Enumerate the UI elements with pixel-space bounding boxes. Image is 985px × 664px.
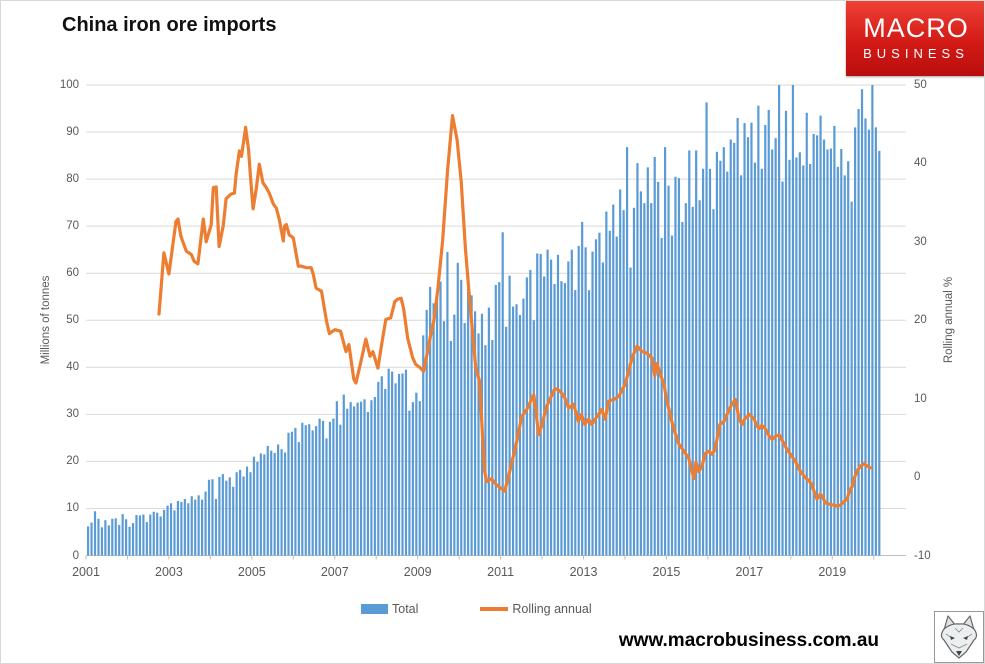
line-rolling-annual	[157, 113, 873, 508]
left-tick-60: 60	[66, 267, 79, 280]
x-tick-2007: 2007	[320, 565, 349, 579]
left-tick-20: 20	[66, 455, 79, 468]
right-tick--10: -10	[914, 549, 931, 562]
logo-word-macro: MACRO	[863, 13, 969, 43]
chart-title: China iron ore imports	[62, 14, 277, 36]
x-tick-2003: 2003	[155, 565, 183, 579]
legend-label-total: Total	[392, 602, 419, 616]
right-tick-10: 10	[914, 392, 927, 405]
x-tick-2019: 2019	[818, 565, 847, 579]
total-swatch-icon	[361, 604, 388, 614]
legend-item-rolling-annual: Rolling annual	[480, 602, 592, 616]
left-tick-40: 40	[66, 361, 79, 374]
rolling-annual-swatch-icon	[480, 607, 509, 611]
left-tick-50: 50	[66, 314, 79, 327]
legend-label-rolling-annual: Rolling annual	[512, 602, 592, 616]
left-tick-10: 10	[66, 502, 79, 515]
left-tick-100: 100	[59, 79, 79, 91]
macrobusiness-logo: MACRO BUSINESS	[846, 1, 984, 76]
x-tick-2011: 2011	[487, 565, 515, 579]
right-tick-20: 20	[914, 314, 927, 327]
left-tick-30: 30	[66, 408, 79, 421]
x-tick-2005: 2005	[237, 565, 266, 579]
website-url: www.macrobusiness.com.au	[618, 630, 879, 651]
legend-item-total: Total	[361, 602, 418, 616]
x-tick-2015: 2015	[652, 565, 681, 579]
fox-head-sketch	[940, 615, 978, 659]
x-tick-2013: 2013	[569, 565, 598, 579]
fox-icon	[934, 611, 984, 663]
left-tick-0: 0	[72, 549, 79, 562]
right-tick-50: 50	[914, 79, 927, 91]
right-tick-30: 30	[914, 235, 927, 248]
legend: Total Rolling annual	[361, 602, 592, 616]
left-tick-80: 80	[66, 173, 79, 186]
right-tick-40: 40	[914, 157, 927, 170]
left-tick-90: 90	[66, 126, 79, 139]
bars-total	[87, 85, 881, 556]
x-axis-tickmarks	[85, 555, 875, 560]
x-tick-2001: 2001	[72, 565, 100, 579]
x-tick-2009: 2009	[403, 565, 432, 579]
x-tick-2017: 2017	[735, 565, 764, 579]
left-tick-70: 70	[66, 220, 79, 233]
right-tick-0: 0	[914, 471, 921, 484]
logo-word-business: BUSINESS	[863, 46, 969, 61]
